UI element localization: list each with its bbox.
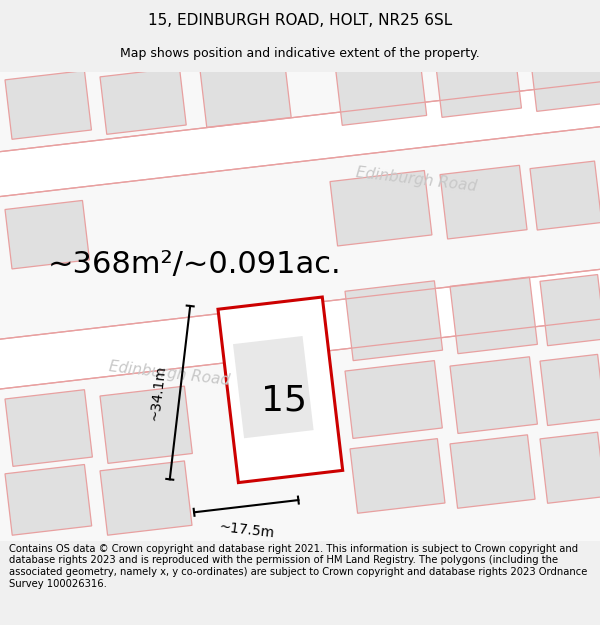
Text: ~34.1m: ~34.1m [148, 364, 168, 421]
Polygon shape [0, 269, 600, 389]
Polygon shape [100, 68, 186, 134]
Polygon shape [530, 45, 600, 111]
Text: Edinburgh Road: Edinburgh Road [355, 165, 478, 194]
Polygon shape [5, 71, 91, 139]
Text: ~368m²/~0.091ac.: ~368m²/~0.091ac. [48, 250, 342, 279]
Polygon shape [345, 361, 442, 438]
Polygon shape [450, 357, 538, 434]
Text: Map shows position and indicative extent of the property.: Map shows position and indicative extent… [120, 48, 480, 61]
Polygon shape [5, 201, 89, 269]
Text: 15: 15 [261, 384, 307, 418]
Polygon shape [540, 354, 600, 426]
Polygon shape [540, 274, 600, 346]
Polygon shape [0, 82, 600, 196]
Polygon shape [350, 439, 445, 513]
Polygon shape [440, 165, 527, 239]
Polygon shape [530, 161, 600, 230]
Polygon shape [450, 277, 538, 354]
Polygon shape [450, 435, 535, 508]
Polygon shape [100, 461, 192, 535]
Text: Contains OS data © Crown copyright and database right 2021. This information is : Contains OS data © Crown copyright and d… [9, 544, 587, 589]
Text: ~17.5m: ~17.5m [218, 520, 275, 541]
Polygon shape [330, 171, 432, 246]
Polygon shape [5, 464, 92, 535]
Polygon shape [233, 336, 314, 438]
Polygon shape [218, 297, 343, 482]
Text: Edinburgh Road: Edinburgh Road [108, 359, 230, 389]
Polygon shape [100, 386, 193, 463]
Polygon shape [345, 281, 443, 361]
Polygon shape [5, 390, 92, 466]
Polygon shape [200, 60, 291, 127]
Polygon shape [435, 49, 521, 118]
Text: 15, EDINBURGH ROAD, HOLT, NR25 6SL: 15, EDINBURGH ROAD, HOLT, NR25 6SL [148, 12, 452, 28]
Polygon shape [335, 54, 427, 125]
Polygon shape [540, 432, 600, 503]
